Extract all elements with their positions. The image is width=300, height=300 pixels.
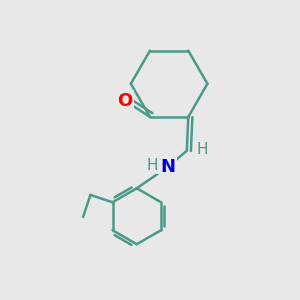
Text: H: H bbox=[147, 158, 158, 173]
Text: O: O bbox=[117, 92, 133, 110]
Text: H: H bbox=[196, 142, 208, 157]
Text: N: N bbox=[160, 158, 175, 176]
